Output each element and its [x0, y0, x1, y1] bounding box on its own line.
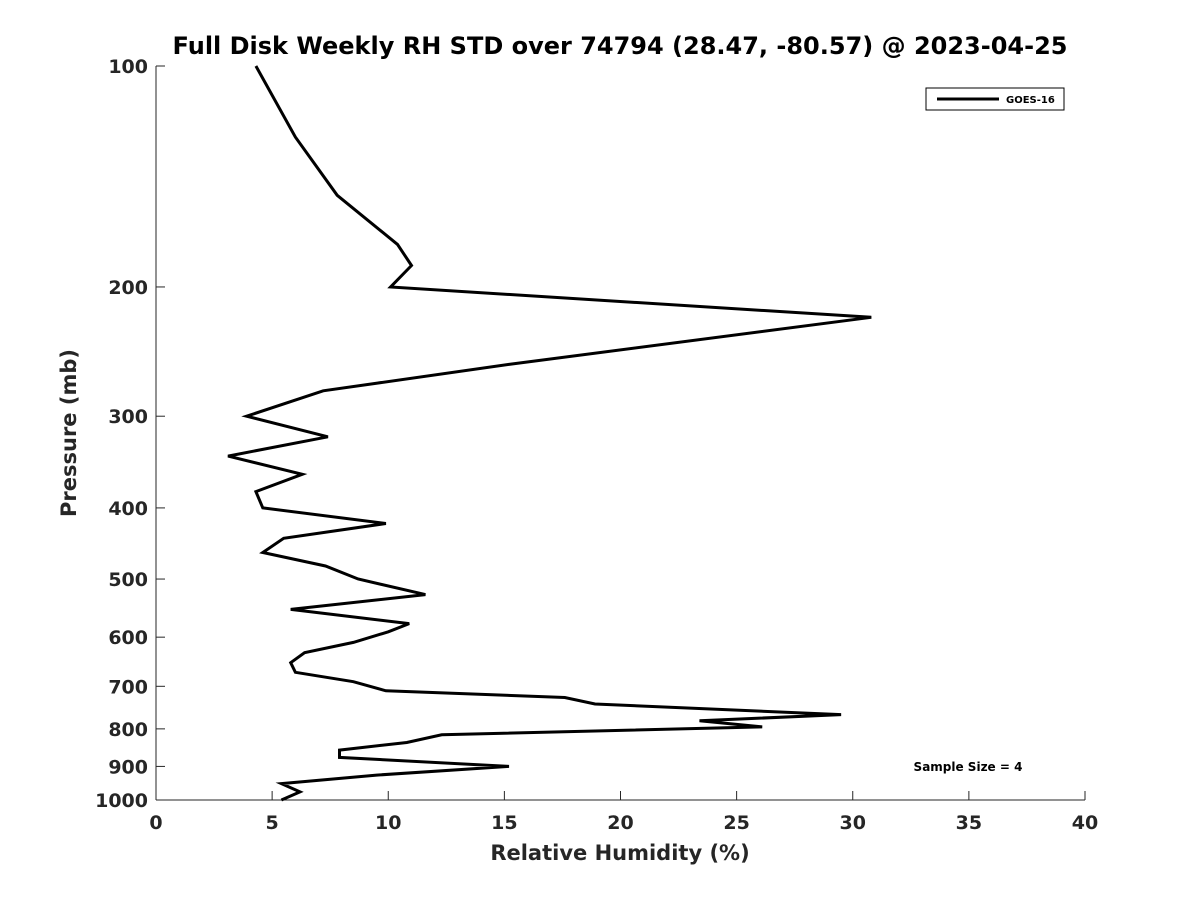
y-tick-label: 400 [108, 498, 148, 520]
y-tick-label: 500 [108, 569, 148, 591]
legend: GOES-16 [925, 87, 1065, 111]
x-tick-label: 15 [491, 812, 517, 834]
y-axis-label: Pressure (mb) [57, 349, 81, 517]
sample-size-annotation: Sample Size = 4 [914, 760, 1023, 774]
x-tick-label: 5 [266, 812, 279, 834]
x-axis-label: Relative Humidity (%) [490, 841, 749, 865]
x-ticks: 0 5 10 15 20 25 30 35 40 [149, 791, 1098, 834]
x-tick-label: 35 [956, 812, 982, 834]
y-tick-label: 1000 [95, 790, 148, 812]
x-tick-label: 30 [840, 812, 866, 834]
y-tick-label: 100 [108, 56, 148, 78]
series-layer [227, 65, 872, 802]
x-tick-label: 20 [607, 812, 633, 834]
y-tick-label: 600 [108, 627, 148, 649]
legend-label-goes-16: GOES-16 [1006, 95, 1055, 106]
chart-title: Full Disk Weekly RH STD over 74794 (28.4… [173, 32, 1068, 60]
y-tick-label: 900 [108, 756, 148, 778]
y-tick-label: 300 [108, 406, 148, 428]
y-ticks: 100 200 300 400 500 600 700 800 900 1000 [95, 56, 165, 812]
series-line-goes-16 [227, 65, 872, 802]
x-tick-label: 40 [1072, 812, 1098, 834]
y-tick-label: 800 [108, 719, 148, 741]
plot-area [156, 66, 1085, 800]
y-tick-label: 200 [108, 277, 148, 299]
x-tick-label: 10 [375, 812, 401, 834]
x-tick-label: 25 [723, 812, 749, 834]
y-tick-label: 700 [108, 676, 148, 698]
x-tick-label: 0 [149, 812, 162, 834]
